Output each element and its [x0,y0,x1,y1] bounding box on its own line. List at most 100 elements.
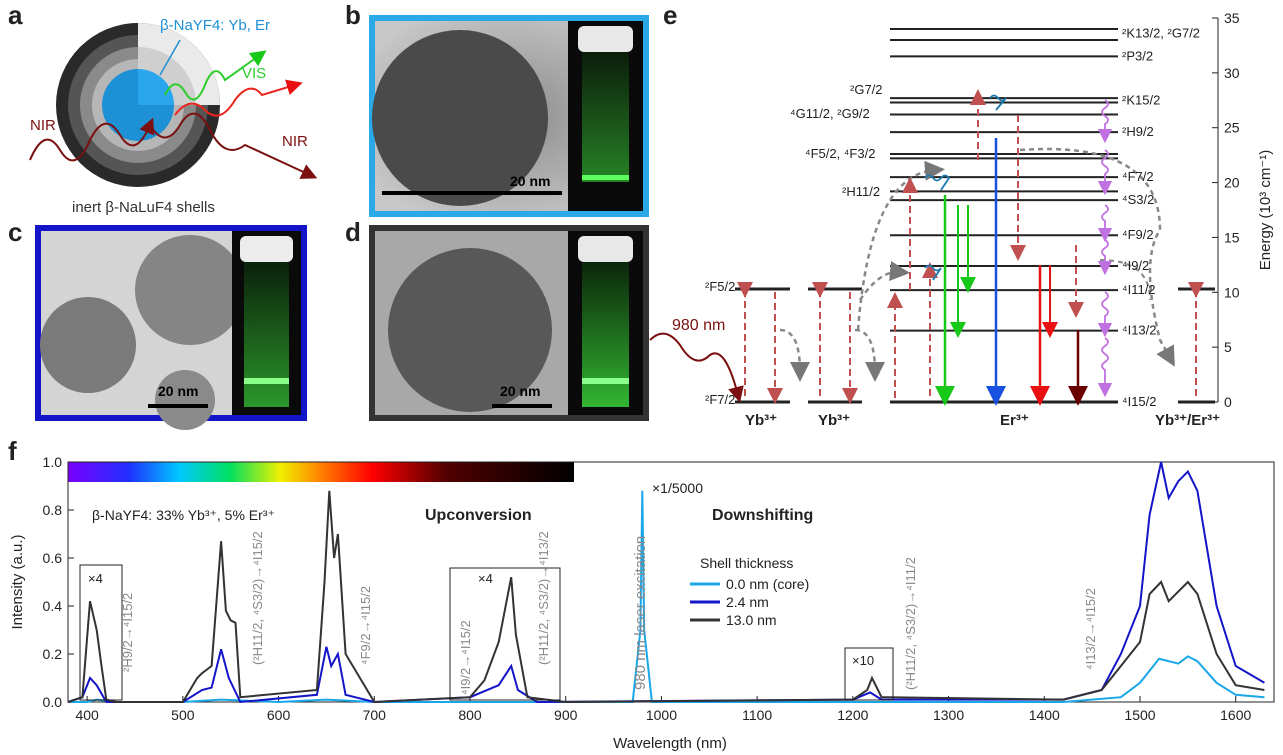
energy-tick-label: 30 [1224,65,1240,81]
x-tick-label: 400 [75,707,99,723]
er-level-labels-right: ²K13/2, ²G7/2 ²P3/2 ²K15/2 ²H9/2 ⁴F7/2 ⁴S3/2 ⁴… [1122,25,1200,409]
series-line-2 [67,490,1265,704]
series-line-1 [67,461,1265,704]
energy-ticks: 0 5 10 15 20 25 30 35 [1212,10,1240,410]
y-tick-label: 0.0 [43,694,63,710]
x-tick-label: 1400 [1029,707,1060,723]
x-tick-label: 700 [363,707,387,723]
energy-tick-label: 5 [1224,339,1232,355]
panel-letter-a: a [8,0,23,30]
energy-tick-label: 25 [1224,120,1240,136]
transition-label-5: (²H11/2, ⁴S3/2)→⁴I13/2 [536,531,551,665]
panel-a-core-label: β-NaYF4: Yb, Er [160,17,270,34]
er-level-label-right: ²K15/2 [1122,92,1160,107]
x-tick-label: 1500 [1124,707,1155,723]
panel-a-nir-in-label: NIR [30,117,56,134]
panel-letter-c: c [8,217,23,247]
y-tick-label: 1.0 [43,454,63,470]
panel-letter-e: e [663,0,678,30]
y-tick-label: 0.8 [43,502,63,518]
panel-d-tem-image [369,225,649,421]
x-tick-label: 1100 [742,707,772,723]
spectrum-series [67,461,1265,704]
energy-tick-label: 10 [1224,284,1240,300]
upconversion-label: Upconversion [425,507,532,524]
panel-a-nir-out-label: NIR [282,133,308,150]
er-level-label-right: ²H9/2 [1122,124,1154,139]
panel-a-shell-label: inert β-NaLuF4 shells [72,199,215,216]
panel-a-nanoparticle [29,23,318,187]
transition-label-1: ²H9/2→⁴I15/2 [120,593,135,672]
x-tick-label: 1600 [1220,707,1251,723]
x-ticks: 400 500 600 700 800 900 1000 1100 1200 1300 1400 15… [75,696,1251,723]
x-tick-label: 1300 [933,707,964,723]
zoom-label-3: ×10 [852,653,874,668]
legend-label-1: 2.4 nm [726,594,769,610]
er-level-label-right: ⁴I11/2 [1122,282,1156,297]
y-tick-label: 0.4 [43,598,63,614]
ion-label-yb-er: Yb³⁺/Er³⁺ [1155,412,1220,429]
legend: Shell thickness 0.0 nm (core) 2.4 nm 13.0 … [690,555,809,628]
er-transitions [887,89,1113,406]
panel-c-tem-image [35,225,307,430]
color-spectrum-bar [68,462,574,482]
energy-tick-label: 20 [1224,175,1240,191]
x-tick-label: 500 [171,707,195,723]
zoom-label-1: ×4 [88,571,103,586]
ion-label-yb-2: Yb³⁺ [818,412,850,429]
zoom-box-3 [844,647,894,701]
yb-levels [649,147,1215,404]
panel-b-scale-label: 20 nm [510,173,550,189]
legend-label-2: 13.0 nm [726,612,777,628]
transition-label-2: (²H11/2, ⁴S3/2)→⁴I15/2 [250,531,265,665]
er-level-label-right: ⁴I13/2 [1122,323,1157,338]
ion-label-er: Er³⁺ [1000,412,1029,429]
x-tick-label: 900 [554,707,578,723]
er-level-left-f52: ⁴F5/2, ⁴F3/2 [805,146,875,161]
y-tick-label: 0.6 [43,550,63,566]
zoom-label-2: ×4 [478,571,493,586]
er-level-left-g112: ⁴G11/2, ²G9/2 [790,106,870,121]
y-ticks: 0.0 0.2 0.4 0.6 0.8 1.0 [43,454,74,710]
energy-levels [890,27,1118,404]
zoom-box-1 [79,564,123,701]
x-tick-label: 600 [267,707,291,723]
er-level-label-right: ⁴I9/2 [1122,258,1149,273]
transition-label-3: ⁴F9/2→⁴I15/2 [358,586,373,665]
legend-label-0: 0.0 nm (core) [726,576,809,592]
panel-c-scale-label: 20 nm [158,383,198,399]
er-level-label-right: ⁴S3/2 [1122,192,1154,207]
energy-tick-label: 0 [1224,394,1232,410]
laser-scale-label: ×1/5000 [652,480,703,496]
x-tick-label: 800 [458,707,482,723]
panel-letter-d: d [345,217,361,247]
er-level-label-right: ²P3/2 [1122,48,1153,63]
panel-a-vis-label: VIS [242,65,266,82]
er-level-label-right: ⁴F9/2 [1122,227,1154,242]
sample-label: β-NaYF4: 33% Yb³⁺, 5% Er³⁺ [92,507,275,523]
panel-b-tem-image [369,15,649,217]
panel-letter-f: f [8,436,17,466]
x-axis-label: Wavelength (nm) [613,735,727,752]
yb-level-lower: ²F7/2 [705,392,735,407]
transition-label-6: (²H11/2, ⁴S3/2)→⁴I11/2 [903,557,918,690]
y-tick-label: 0.2 [43,646,63,662]
er-level-label-right: ²K13/2, ²G7/2 [1122,25,1200,40]
y-axis-label: Intensity (a.u.) [9,534,26,629]
panel-d-scale-label: 20 nm [500,383,540,399]
energy-axis-label: Energy (10³ cm⁻¹) [1257,150,1274,270]
er-level-label-right: ⁴I15/2 [1122,394,1157,409]
energy-tick-label: 35 [1224,10,1240,26]
zoom-box-2 [449,567,561,701]
legend-title: Shell thickness [700,555,793,571]
transition-label-7: ⁴I13/2→⁴I15/2 [1083,588,1098,670]
x-tick-label: 1000 [646,707,677,723]
ion-label-yb-1: Yb³⁺ [745,412,777,429]
laser-label: 980 nm laser excitation [632,536,649,690]
er-level-label-right: ⁴F7/2 [1122,169,1154,184]
er-level-left-h112: ²H11/2 [842,184,880,199]
transition-labels: ²H9/2→⁴I15/2 (²H11/2, ⁴S3/2)→⁴I15/2 ⁴F9/… [120,531,1098,695]
er-level-left-g72: ²G7/2 [850,82,883,97]
excitation-label: 980 nm [672,317,725,334]
